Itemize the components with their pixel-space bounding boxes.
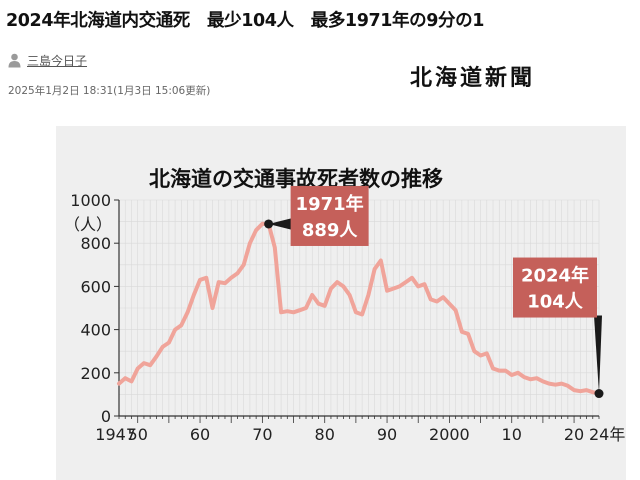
x-tick-label: 2000 [429, 425, 470, 444]
x-tick-label: 70 [252, 425, 272, 444]
callout-value: 104人 [527, 292, 584, 313]
data-point-marker [594, 389, 604, 399]
x-tick-label: 80 [315, 425, 335, 444]
y-tick-label: 0 [101, 407, 111, 426]
x-tick-label: 20 [564, 425, 584, 444]
y-tick-label: 600 [80, 277, 111, 296]
byline: 三島今日子 [8, 52, 87, 69]
x-tick-label: 60 [190, 425, 210, 444]
article-headline: 2024年北海道内交通死 最少104人 最多1971年の9分の1 [6, 11, 484, 31]
callout-box [290, 185, 369, 246]
line-chart: 北海道の交通事故死者数の推移（人）02004006008001000194750… [64, 167, 625, 444]
person-icon [8, 53, 21, 68]
y-tick-label: 400 [80, 321, 111, 340]
publish-timestamp: 2025年1月2日 18:31(1月3日 15:06更新) [8, 85, 211, 97]
x-tick-label: 50 [128, 425, 148, 444]
y-tick-label: 200 [80, 364, 111, 383]
callout-pointer [594, 315, 602, 394]
y-tick-label: 1000 [70, 191, 111, 210]
author-link[interactable]: 三島今日子 [27, 54, 88, 68]
callout-year: 2024年 [521, 265, 589, 287]
callout-pointer [268, 217, 293, 230]
callout-box [513, 257, 597, 318]
callout-value: 889人 [302, 220, 359, 241]
callout-year: 1971年 [296, 193, 364, 215]
y-tick-label: 800 [80, 234, 111, 253]
chart-panel: 北海道の交通事故死者数の推移 （人） 0 200 400 600 800 1000 1947 50… [56, 126, 626, 480]
series-line [117, 221, 601, 396]
x-tick-label: 24年 [589, 425, 625, 444]
x-tick-label: 1947 [95, 425, 136, 444]
x-tick-label: 90 [377, 425, 397, 444]
data-point-marker [264, 219, 274, 229]
y-axis-label: （人） [64, 215, 112, 234]
newspaper-logo: 北海道新聞 [410, 65, 536, 91]
x-tick-label: 10 [502, 425, 522, 444]
